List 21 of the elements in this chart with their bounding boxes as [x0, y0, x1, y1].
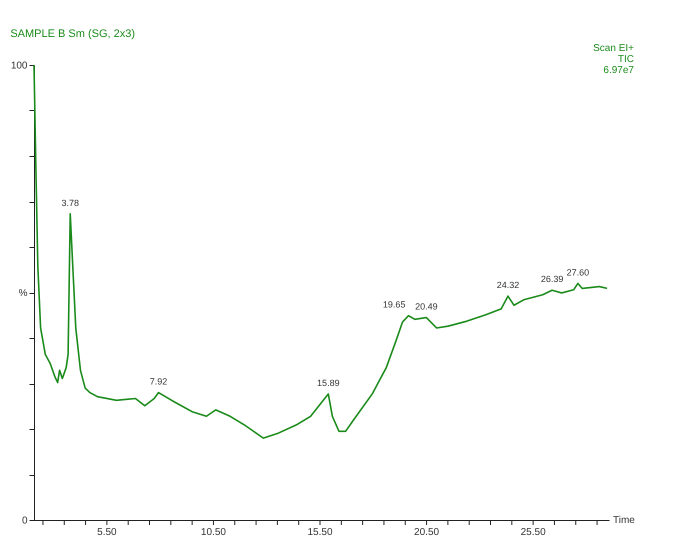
x-tick-label: 25.50: [520, 527, 546, 538]
annotation: 15.89: [317, 378, 340, 388]
x-tick-label: 10.50: [200, 527, 226, 538]
y-tick-label: %: [18, 288, 28, 299]
x-tick-label: 15.50: [307, 527, 333, 538]
annotation: 19.65: [382, 300, 406, 310]
y-tick-label: 0: [22, 516, 28, 526]
x-tick-label: 20.50: [414, 527, 440, 538]
chart-title: SAMPLE B Sm (SG, 2x3): [10, 28, 136, 40]
annotation: 24.32: [496, 280, 520, 290]
text: TIC: [618, 54, 634, 65]
x-tick-label: 5.50: [97, 527, 118, 538]
annotation: 3.78: [61, 198, 79, 208]
text: Scan EI+: [593, 43, 634, 54]
x-axis-title: Time: [613, 515, 636, 526]
annotation: 7.92: [150, 376, 168, 387]
annotation: 27.60: [566, 267, 590, 278]
annotation: 6.97e7: [603, 65, 634, 76]
y-tick-label: 100: [10, 60, 28, 72]
annotation: 20.49: [415, 302, 438, 312]
annotation: 26.39: [540, 274, 564, 284]
